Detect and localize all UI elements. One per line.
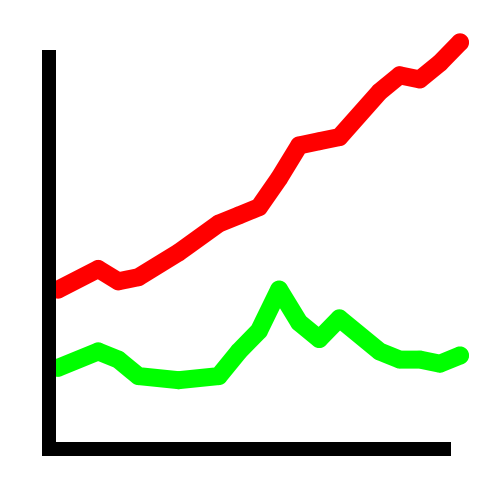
series-2-point <box>209 367 228 386</box>
series-1-point <box>109 272 128 291</box>
series-1-point <box>270 169 289 188</box>
series-2-point <box>250 321 268 340</box>
series-1-point <box>330 128 349 147</box>
series-1-point <box>229 206 248 225</box>
series-1-point <box>209 214 228 233</box>
series-2-point <box>330 309 349 328</box>
series-1-point <box>250 198 268 217</box>
series-1-point <box>169 243 188 262</box>
series-2-point <box>410 350 429 369</box>
series-2-point <box>290 313 309 332</box>
axis-layer <box>42 50 451 456</box>
series-2-point <box>109 350 128 369</box>
series-1-point <box>89 260 108 278</box>
series-1-point <box>310 132 329 151</box>
series-1-point <box>370 82 389 101</box>
series-1-point <box>390 66 409 85</box>
series-layer <box>49 33 469 390</box>
series-2-point <box>310 330 329 348</box>
series-1-point <box>410 70 429 89</box>
series-2-point <box>370 342 389 361</box>
series-1-point <box>129 268 148 287</box>
series-2-point <box>430 354 449 373</box>
series-2-point <box>89 342 108 361</box>
series-1-point <box>430 54 449 72</box>
series-2-point <box>169 371 188 390</box>
series-2-point <box>270 280 289 299</box>
series-2-point <box>229 342 248 361</box>
series-1-point <box>290 136 309 155</box>
series-2-point <box>129 367 148 386</box>
series-1-point <box>451 33 469 52</box>
series-2-point <box>451 346 469 365</box>
series-2 <box>49 280 469 390</box>
series-1 <box>49 33 469 299</box>
series-2-point <box>390 350 409 369</box>
